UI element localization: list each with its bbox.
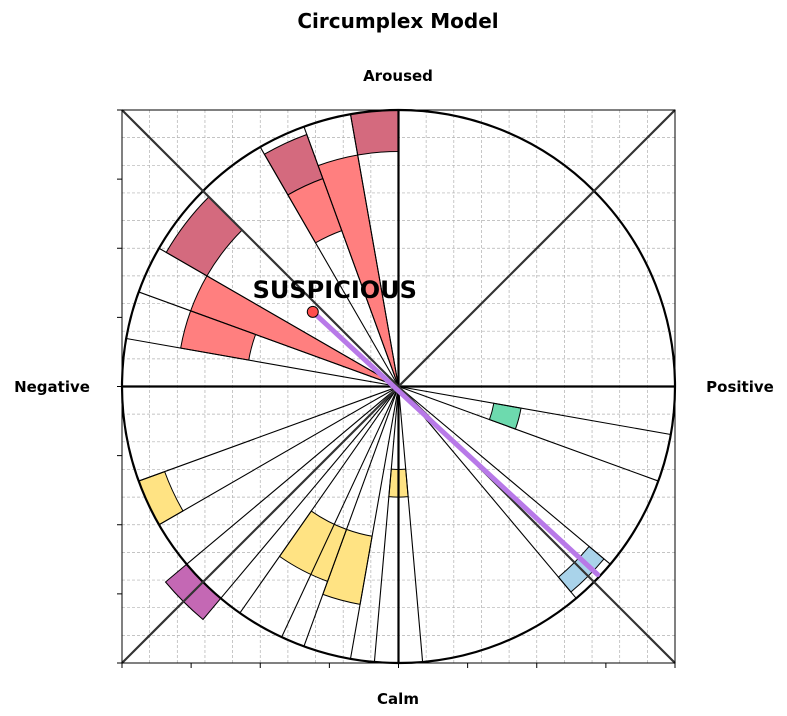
sector-boundary-line	[220, 386, 399, 599]
axis-label-left: Negative	[14, 378, 90, 396]
sector-boundary-line	[398, 385, 671, 436]
sector-boundary-line	[126, 337, 399, 388]
sector-boundary-line	[303, 126, 400, 387]
sector-boundary-line	[349, 386, 400, 659]
chart-title: Circumplex Model	[297, 9, 498, 33]
plot-area: SUSPICIOUS	[117, 108, 677, 668]
sector-boundary-line	[303, 386, 400, 647]
axis-label-bottom: Calm	[377, 690, 419, 708]
diagonal-line-positive-slope	[121, 109, 676, 664]
sector-boundary-line	[398, 386, 577, 599]
sector-boundary-line	[349, 114, 400, 387]
emotion-marker	[306, 305, 319, 318]
emotion-pointer-line	[310, 309, 601, 578]
sector-boundary-line	[281, 386, 399, 638]
sector-boundary-line	[398, 386, 611, 565]
sector-boundary-line	[398, 385, 659, 482]
sector-boundary-line	[158, 247, 399, 387]
sector-boundary-line	[138, 291, 399, 388]
sector-boundary-line	[138, 385, 399, 482]
axis-label-top: Aroused	[363, 67, 433, 85]
axis-label-right: Positive	[706, 378, 774, 396]
sector-boundary-line	[186, 386, 399, 565]
sector-bar	[349, 110, 399, 156]
sector-boundary-line	[397, 386, 424, 662]
emotion-label: SUSPICIOUS	[253, 276, 417, 304]
sector-boundary-line	[259, 146, 399, 387]
sector-boundary-line	[158, 386, 399, 526]
sector-boundary-line	[373, 386, 400, 662]
sector-bar	[165, 196, 243, 277]
sector-boundary-line	[239, 386, 399, 614]
